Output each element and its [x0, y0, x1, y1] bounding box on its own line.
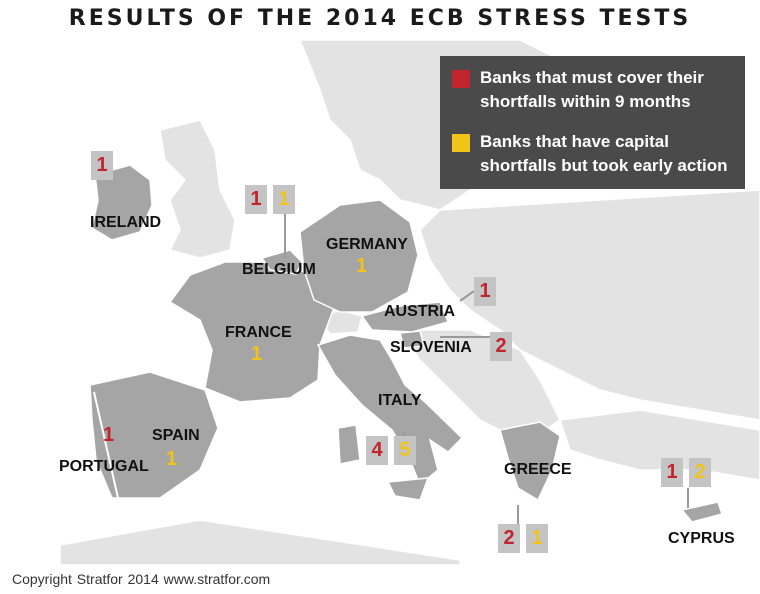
- italy-shape: [316, 334, 464, 487]
- yellow-swatch: [452, 134, 470, 152]
- map-title: RESULTS OF THE 2014 ECB STRESS TESTS: [68, 6, 692, 31]
- sicily-shape: [386, 477, 430, 501]
- country-label-italy: ITALY: [378, 392, 422, 409]
- slovenia-shape: [399, 330, 425, 349]
- germany-shape: [299, 199, 419, 313]
- portugal-must-cover-count: 1: [103, 424, 115, 446]
- ireland-must-cover-box: 1: [91, 151, 113, 180]
- north-africa-land: [59, 519, 461, 565]
- spain-early-action-count: 1: [166, 448, 178, 470]
- greece-must-cover-box: 2: [498, 524, 520, 553]
- belgium-early-action-box: 1: [273, 185, 295, 214]
- country-label-germany: GERMANY: [326, 236, 408, 253]
- legend-label: Banks that must cover their shortfalls w…: [480, 68, 704, 111]
- belgium-must-cover-box: 1: [245, 185, 267, 214]
- ireland-shape: [91, 164, 153, 241]
- country-label-greece: GREECE: [504, 461, 572, 478]
- country-label-portugal: PORTUGAL: [59, 458, 149, 475]
- cyprus-early-action-box: 2: [689, 458, 711, 487]
- country-label-spain: SPAIN: [152, 427, 200, 444]
- country-label-cyprus: CYPRUS: [668, 530, 735, 547]
- legend-item-early-action: Banks that have capital shortfalls but t…: [452, 130, 745, 178]
- cyprus-must-cover-box: 1: [661, 458, 683, 487]
- germany-early-action-count: 1: [356, 255, 368, 277]
- country-label-belgium: BELGIUM: [242, 261, 316, 278]
- legend: Banks that must cover their shortfalls w…: [440, 56, 745, 189]
- sardinia-shape: [337, 424, 361, 465]
- country-label-ireland: IRELAND: [90, 214, 162, 231]
- slovenia-must-cover-box: 2: [490, 332, 512, 361]
- copyright-footer: Copyright Stratfor 2014 www.stratfor.com: [12, 571, 271, 587]
- austria-must-cover-box: 1: [474, 277, 496, 306]
- country-label-austria: AUSTRIA: [384, 303, 456, 320]
- eastern-europe-land: [419, 189, 760, 421]
- red-swatch: [452, 70, 470, 88]
- greece-early-action-box: 1: [526, 524, 548, 553]
- country-label-slovenia: SLOVENIA: [390, 339, 472, 356]
- uk-land: [159, 119, 236, 259]
- iberia-shape: [89, 371, 219, 499]
- austria-shape: [360, 301, 450, 333]
- italy-must-cover-box: 4: [366, 436, 388, 465]
- greece-shape: [499, 421, 561, 502]
- legend-item-must-cover: Banks that must cover their shortfalls w…: [452, 66, 745, 114]
- italy-early-action-box: 5: [394, 436, 416, 465]
- france-early-action-count: 1: [251, 343, 263, 365]
- legend-label: Banks that have capital shortfalls but t…: [480, 132, 728, 175]
- cyprus-shape: [680, 501, 723, 523]
- country-label-france: FRANCE: [225, 324, 292, 341]
